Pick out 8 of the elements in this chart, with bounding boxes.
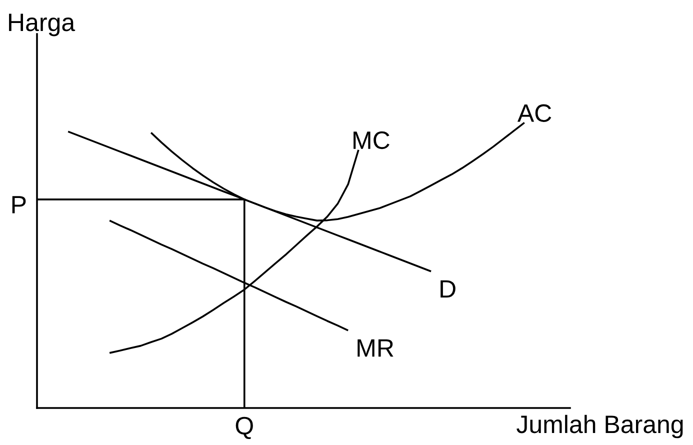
series-label: MC — [354, 131, 390, 150]
ref-line-label: P — [12, 196, 26, 214]
x-axis-title: Jumlah Barang — [516, 414, 683, 438]
series-label: AC — [517, 104, 552, 122]
series-label: D — [440, 280, 456, 298]
text: Q — [236, 416, 253, 440]
series-label: MR — [358, 339, 394, 357]
y-axis-title: Harga — [9, 14, 76, 36]
